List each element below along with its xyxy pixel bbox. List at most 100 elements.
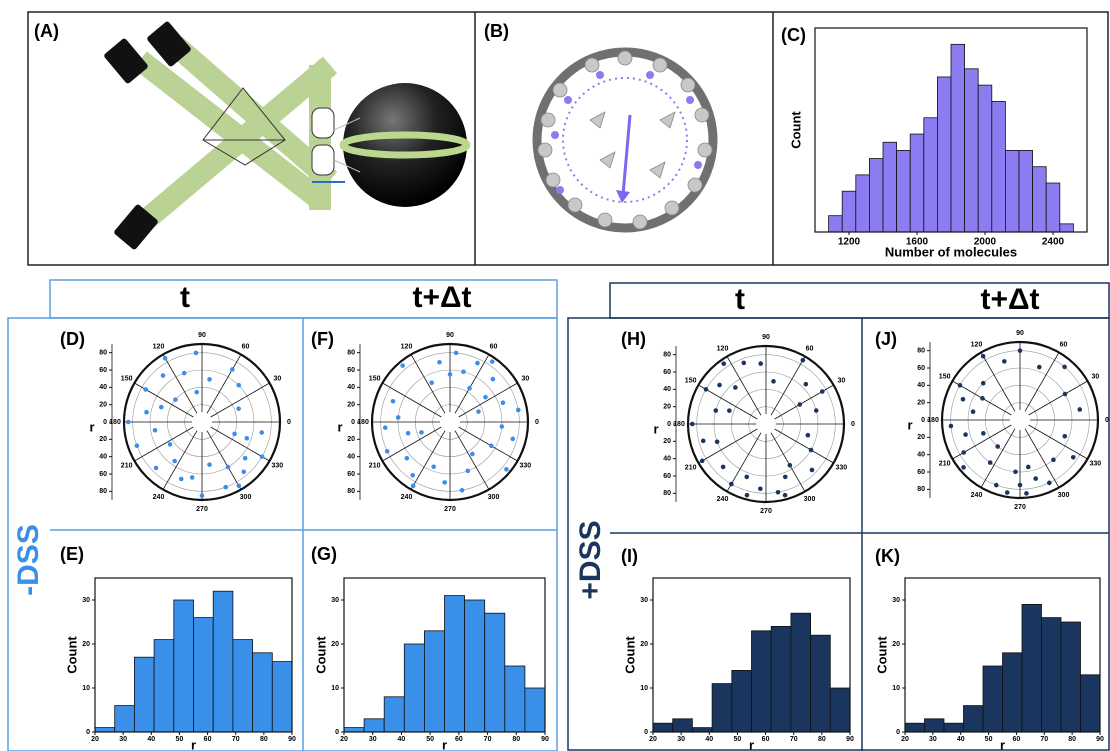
point: [260, 454, 265, 459]
point: [396, 415, 401, 420]
angle-label: 30: [837, 377, 845, 384]
point: [207, 377, 212, 382]
r-tick-label: 60: [347, 367, 355, 374]
point: [758, 361, 763, 366]
bar: [505, 666, 525, 732]
x-axis-label: r: [442, 737, 447, 751]
bar: [384, 697, 404, 732]
point: [1018, 348, 1023, 353]
x-tick-label: 60: [455, 736, 463, 743]
point: [168, 442, 173, 447]
x-tick-label: 30: [369, 736, 377, 743]
x-tick-label: 30: [929, 736, 937, 743]
point: [801, 358, 806, 363]
y-tick-label: 0: [86, 729, 90, 736]
r-axis-label: r: [907, 417, 912, 432]
point: [226, 465, 231, 470]
point: [733, 385, 738, 390]
y-tick-label: 0: [644, 729, 648, 736]
bar: [925, 719, 945, 732]
point: [411, 483, 416, 488]
group-label: -DSS: [12, 524, 45, 596]
angle-label: 240: [153, 494, 165, 501]
panel-label: (B): [484, 21, 509, 41]
vesicle-diagram: [537, 51, 713, 229]
r-tick-label: 60: [663, 369, 671, 376]
bar: [134, 657, 154, 732]
point: [223, 485, 228, 490]
point: [179, 477, 184, 482]
r-tick-label: 0: [667, 421, 671, 428]
y-axis-label: Count: [622, 636, 637, 674]
angle-label: 240: [717, 496, 729, 503]
point: [126, 420, 131, 425]
bar: [951, 44, 965, 232]
point: [958, 383, 963, 388]
group-label: +DSS: [574, 520, 607, 599]
point: [135, 443, 140, 448]
point: [1063, 392, 1068, 397]
point: [704, 387, 709, 392]
point: [783, 475, 788, 480]
bar: [771, 626, 791, 732]
x-tick-label: 1200: [838, 237, 861, 248]
point: [504, 467, 509, 472]
optics-diagram: [103, 20, 467, 250]
y-tick-label: 20: [82, 641, 90, 648]
x-tick-label: 80: [260, 736, 268, 743]
point: [194, 351, 199, 356]
angle-label: 210: [369, 462, 381, 469]
point: [442, 480, 447, 485]
point: [237, 483, 242, 488]
radial-line: [459, 427, 518, 461]
y-axis-label: Count: [313, 636, 328, 674]
point: [491, 377, 496, 382]
r-tick-label: 0: [351, 419, 355, 426]
point: [971, 409, 976, 414]
point: [814, 408, 819, 413]
y-tick-label: 10: [640, 685, 648, 692]
bar: [404, 644, 424, 732]
angle-label: 330: [520, 462, 532, 469]
radial-line: [134, 427, 193, 461]
radial-line: [727, 356, 761, 415]
point: [259, 430, 264, 435]
r-axis-label: r: [89, 419, 94, 434]
x-tick-label: 90: [541, 736, 549, 743]
point: [797, 402, 802, 407]
x-tick-label: 90: [1096, 736, 1104, 743]
radial-line: [163, 354, 197, 413]
point: [161, 373, 166, 378]
point: [429, 380, 434, 385]
point: [448, 372, 453, 377]
point: [1013, 470, 1018, 475]
point: [1062, 365, 1067, 370]
bar: [829, 216, 843, 232]
r-tick-label: 80: [917, 348, 925, 355]
angle-label: 330: [1090, 460, 1102, 467]
point: [236, 406, 241, 411]
r-tick-label: 20: [917, 434, 925, 441]
bar: [964, 706, 984, 732]
radial-line: [207, 431, 241, 490]
bar: [233, 640, 253, 732]
point: [721, 465, 726, 470]
panel-label: (I): [621, 546, 638, 566]
r-tick-label: 40: [917, 452, 925, 459]
angle-label: 150: [685, 377, 697, 384]
bar: [213, 591, 233, 732]
bar: [897, 150, 911, 232]
y-tick-label: 30: [640, 597, 648, 604]
angle-label: 210: [685, 464, 697, 471]
bar: [115, 706, 135, 732]
radial-line: [1029, 425, 1088, 459]
angle-label: 30: [273, 375, 281, 382]
point: [1047, 481, 1052, 486]
point: [715, 439, 720, 444]
point: [143, 387, 148, 392]
x-tick-label: 30: [119, 736, 127, 743]
y-tick-label: 10: [82, 685, 90, 692]
x-tick-label: 40: [398, 736, 406, 743]
point: [460, 488, 465, 493]
angle-label: 120: [401, 343, 413, 350]
